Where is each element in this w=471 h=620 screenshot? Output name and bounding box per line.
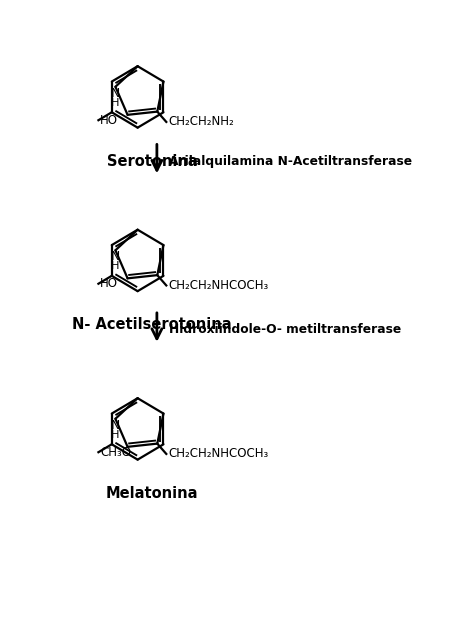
Text: CH₂CH₂NH₂: CH₂CH₂NH₂: [168, 115, 234, 128]
Text: H: H: [111, 430, 120, 440]
Text: H: H: [111, 261, 120, 271]
Text: N: N: [111, 87, 120, 100]
Text: Melatonina: Melatonina: [106, 486, 198, 501]
Text: CH₃O: CH₃O: [100, 446, 131, 459]
Text: CH₂CH₂NHCOCH₃: CH₂CH₂NHCOCH₃: [168, 448, 268, 461]
Text: H: H: [111, 98, 120, 108]
Text: N: N: [111, 250, 120, 264]
Text: HO: HO: [100, 113, 118, 126]
Text: HO: HO: [100, 277, 118, 290]
Text: Arilalquilamina N-Acetiltransferase: Arilalquilamina N-Acetiltransferase: [169, 155, 412, 168]
Text: Serotonina: Serotonina: [107, 154, 197, 169]
Text: N- Acetilserotonina: N- Acetilserotonina: [72, 317, 232, 332]
Text: N: N: [111, 418, 120, 432]
Text: CH₂CH₂NHCOCH₃: CH₂CH₂NHCOCH₃: [168, 279, 268, 292]
Text: Hidroxiindole-O- metiltransferase: Hidroxiindole-O- metiltransferase: [169, 323, 401, 336]
